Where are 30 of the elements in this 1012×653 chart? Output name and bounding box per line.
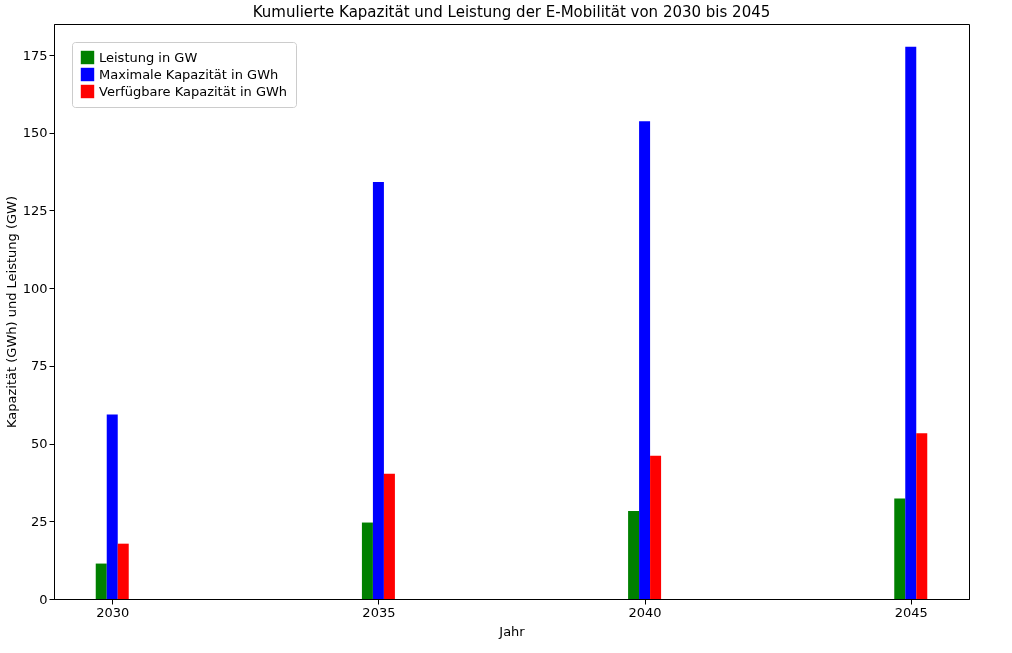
y-tick-label: 50: [30, 436, 48, 452]
x-tick-label: 2045: [894, 604, 928, 620]
y-axis-title: Kapazität (GWh) und Leistung (GW): [3, 196, 19, 428]
y-tick-label: 25: [30, 513, 48, 529]
bar: [905, 46, 917, 599]
y-tick-label: 175: [22, 47, 48, 63]
y-tick-label: 75: [30, 358, 48, 374]
bar: [628, 511, 640, 599]
legend-label: Maximale Kapazität in GWh: [99, 66, 279, 82]
legend-label: Verfügbare Kapazität in GWh: [99, 83, 288, 99]
y-tick-label: 150: [22, 125, 48, 141]
y-tick-label: 100: [22, 280, 48, 296]
x-tick-label: 2035: [362, 604, 396, 620]
x-tick-label: 2040: [628, 604, 662, 620]
chart-title: Kumulierte Kapazität und Leistung der E-Mobilität von 2030 bis 2045: [252, 3, 771, 21]
bar: [117, 543, 129, 599]
y-tick-label: 125: [22, 202, 48, 218]
x-axis-title: Jahr: [498, 623, 526, 639]
y-tick-label: 0: [39, 591, 48, 607]
bar: [894, 498, 906, 599]
bar: [650, 455, 662, 599]
bar: [916, 433, 928, 599]
x-tick-label: 2030: [96, 604, 130, 620]
bar: [639, 121, 651, 599]
bar: [383, 473, 395, 599]
bar: [95, 563, 107, 599]
bar: [106, 414, 118, 599]
bar: [361, 522, 373, 599]
legend-label: Leistung in GW: [99, 49, 198, 65]
bar: [372, 181, 384, 599]
